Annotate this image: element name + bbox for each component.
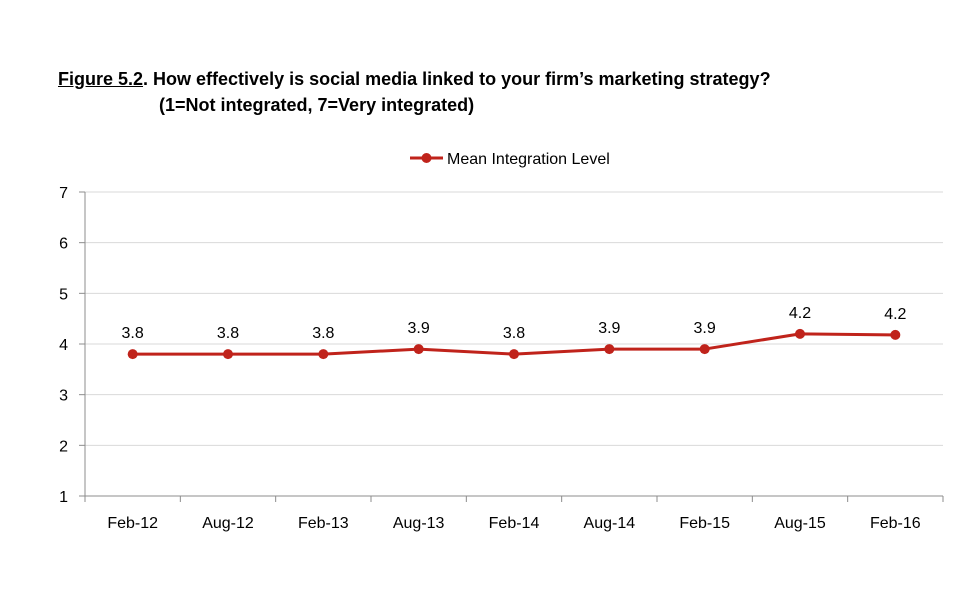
chart-subtitle: (1=Not integrated, 7=Very integrated) — [159, 95, 475, 115]
data-label: 3.8 — [122, 325, 144, 342]
data-point — [795, 328, 805, 339]
data-point — [604, 344, 615, 355]
legend-marker — [421, 153, 432, 163]
axes: 1 2 3 4 5 6 7 Feb-12 Aug-12 Feb-13 Aug-13 Feb-14 Aug… — [59, 185, 944, 532]
data-label: 3.8 — [217, 325, 239, 342]
data-point — [413, 344, 424, 355]
data-point — [699, 344, 710, 355]
series — [127, 328, 901, 360]
data-label: 3.9 — [408, 320, 430, 337]
data-point — [318, 349, 329, 360]
x-tick-label: Aug-12 — [202, 515, 254, 532]
x-tick-label: Feb-14 — [489, 515, 540, 532]
legend: Mean Integration Level — [410, 151, 610, 168]
data-point — [509, 349, 519, 360]
x-tick-label: Aug-14 — [584, 515, 636, 532]
x-tick-label: Feb-15 — [679, 515, 730, 532]
data-point — [127, 349, 138, 360]
gridlines — [85, 191, 943, 446]
chart-title: Figure 5.2. How effectively is social me… — [58, 66, 771, 92]
data-label: 3.9 — [598, 320, 620, 337]
x-tick-label: Aug-15 — [774, 515, 826, 532]
data-label: 4.2 — [884, 306, 906, 323]
legend-label: Mean Integration Level — [447, 151, 610, 168]
figure-title-text: . How effectively is social media linked… — [143, 69, 771, 89]
data-label: 3.8 — [312, 325, 334, 342]
y-tick-label: 3 — [59, 388, 68, 405]
figure-label: Figure 5.2 — [58, 69, 144, 89]
x-tick-label: Feb-13 — [298, 515, 349, 532]
y-tick-label: 7 — [59, 185, 68, 202]
data-label: 3.8 — [503, 325, 525, 342]
y-tick-label: 4 — [59, 337, 68, 354]
y-tick-label: 2 — [59, 438, 68, 455]
y-tick-label: 1 — [59, 489, 68, 506]
y-tick-label: 5 — [59, 286, 68, 303]
data-point — [890, 329, 901, 340]
data-label: 3.9 — [694, 320, 716, 337]
x-tick-label: Feb-12 — [107, 515, 158, 532]
y-tick-label: 6 — [59, 236, 68, 253]
data-label: 4.2 — [789, 305, 811, 322]
x-tick-label: Feb-16 — [870, 515, 921, 532]
x-tick-label: Aug-13 — [393, 515, 445, 532]
data-labels: 3.8 3.8 3.8 3.9 3.8 3.9 3.9 4.2 4.2 — [122, 305, 907, 342]
data-point — [223, 349, 233, 360]
